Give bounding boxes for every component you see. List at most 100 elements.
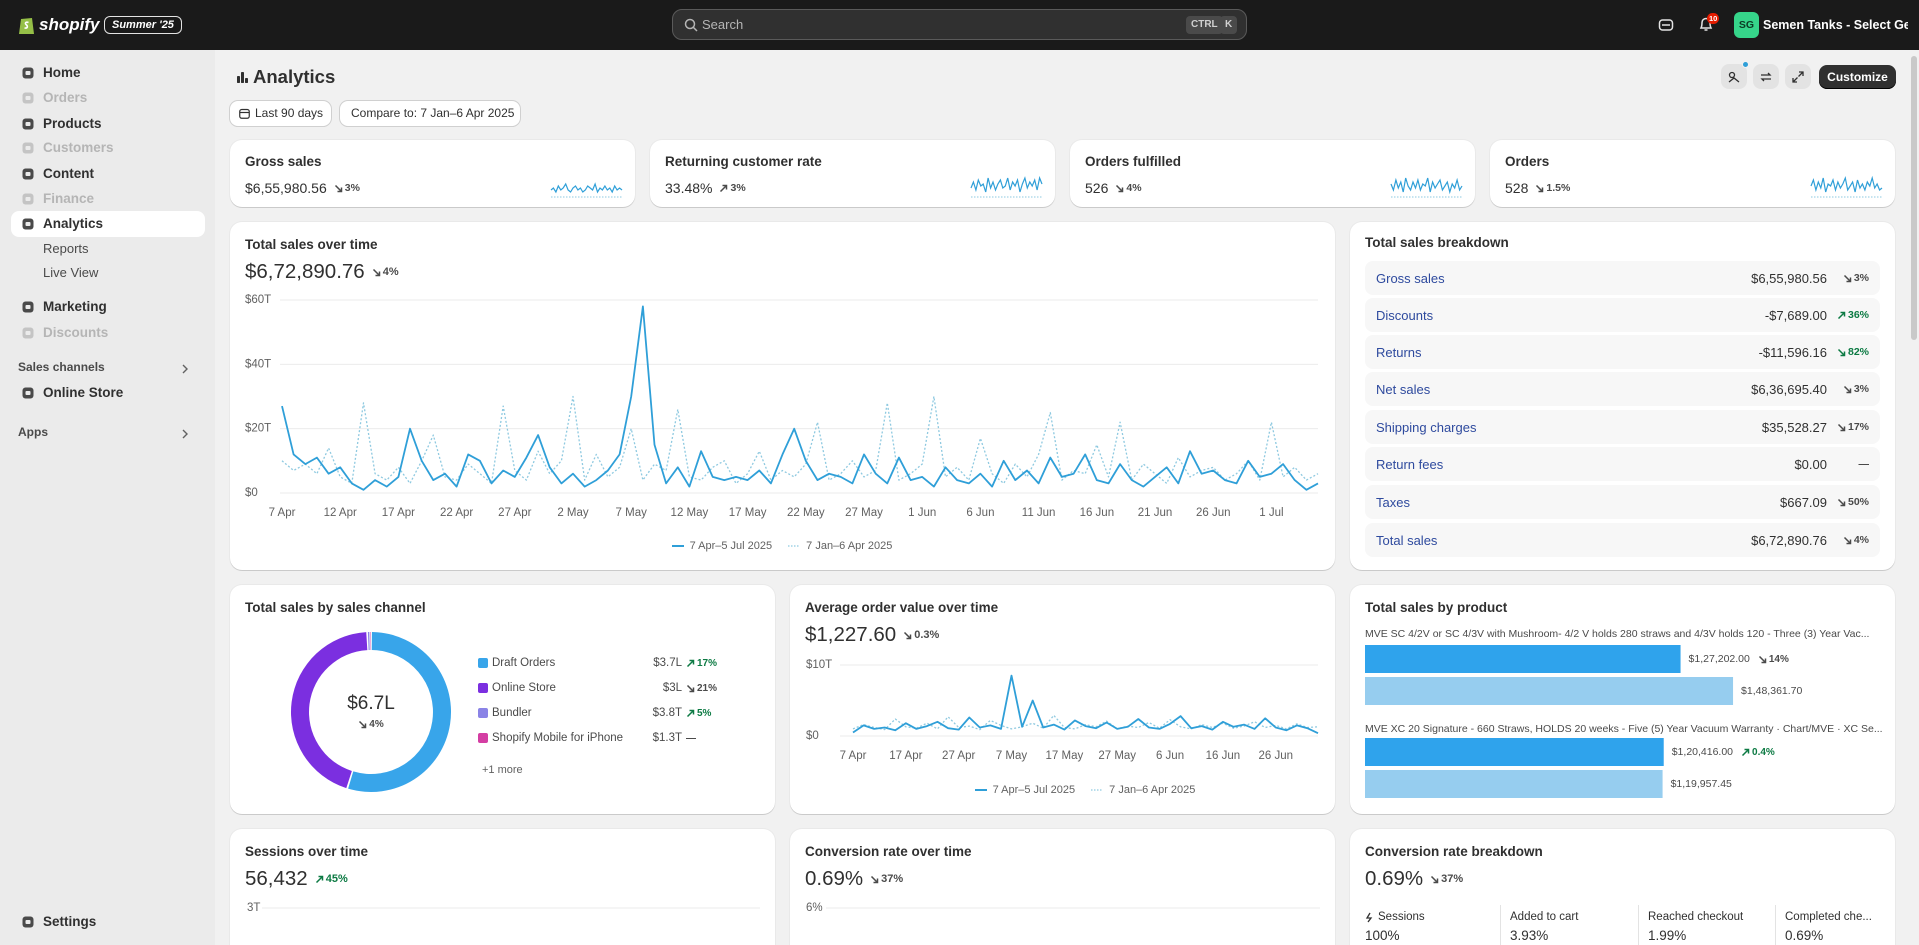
total-value: 0.69% <box>1365 867 1424 890</box>
breakdown-label[interactable]: Gross sales <box>1376 270 1445 286</box>
nav-item[interactable]: Analytics <box>43 216 104 231</box>
total-value: $1,227.60 <box>805 623 897 646</box>
nav-item[interactable]: Discounts <box>43 325 109 340</box>
nav-item[interactable]: Finance <box>43 191 95 206</box>
date-range-button[interactable]: Last 90 days <box>230 101 331 126</box>
nav-item[interactable]: Orders <box>43 90 88 105</box>
breakdown-label[interactable]: Total sales <box>1376 532 1438 548</box>
nav-section-title[interactable]: Sales channels <box>18 360 105 374</box>
card-title: Total sales breakdown <box>1365 235 1509 250</box>
trend-arrow <box>334 184 342 192</box>
delta-text: 36% <box>1847 309 1869 321</box>
breakdown-label[interactable]: Taxes <box>1376 494 1410 510</box>
trend-arrow <box>1116 184 1124 192</box>
delta-text: 5% <box>697 707 712 719</box>
breakdown-value: $35,528.27 <box>1761 419 1827 435</box>
nav-section-title[interactable]: Apps <box>18 425 48 439</box>
arrow <box>334 184 342 192</box>
breakdown-label[interactable]: Return fees <box>1376 456 1444 472</box>
step-value: 3.93% <box>1510 928 1549 943</box>
arrow <box>1837 498 1846 506</box>
nav-item[interactable]: Content <box>43 166 94 181</box>
customize-button[interactable]: Customize <box>1819 65 1896 89</box>
trend-arrow <box>871 875 879 883</box>
icon-button[interactable] <box>1721 64 1747 89</box>
step-value: 0.69% <box>1785 928 1824 943</box>
card-title: Orders fulfilled <box>1085 154 1182 169</box>
trend-arrow <box>686 709 695 717</box>
breakdown-label[interactable]: Shipping charges <box>1376 419 1477 435</box>
icon-button[interactable] <box>1753 64 1779 89</box>
total-value: 56,432 <box>245 867 308 890</box>
icon-button[interactable] <box>1785 64 1811 89</box>
nav-item[interactable]: Online Store <box>43 385 124 400</box>
nav-item[interactable]: Marketing <box>43 299 107 314</box>
scrollbar-thumb <box>1911 56 1917 340</box>
legend-row: Shopify Mobile for iPhone $1.3T — <box>478 729 718 747</box>
card-title: Total sales by product <box>1365 600 1508 615</box>
breakdown-label[interactable]: Net sales <box>1376 381 1431 397</box>
total-value: 526 <box>1085 180 1109 196</box>
trend-arrow <box>1837 423 1846 431</box>
breakdown-row: Net sales $6,36,695.40 3% <box>1365 372 1880 406</box>
trend-arrow <box>1837 311 1846 319</box>
legend-label: Online Store <box>492 682 556 694</box>
nav-sub-item[interactable]: Reports <box>43 241 89 256</box>
delta-text: 17% <box>1847 421 1869 433</box>
chevron-icon <box>182 429 188 439</box>
total-value: $6,55,980.56 <box>245 180 327 196</box>
analytics-icon <box>237 72 248 83</box>
arrow <box>1116 184 1124 192</box>
store-name[interactable]: Semen Tanks - Select Ge... <box>1763 18 1908 32</box>
legend-label: 7 Jan–6 Apr 2025 <box>806 540 893 552</box>
avatar[interactable]: SG <box>1734 12 1759 38</box>
calendar-icon <box>239 108 250 119</box>
delta: 17% <box>686 658 717 669</box>
delta: 4% <box>358 719 384 730</box>
nav-item[interactable]: Products <box>43 116 102 131</box>
card-total: 526 4% <box>1085 176 1142 200</box>
icon-cut <box>25 172 31 176</box>
delta: 82% <box>1837 346 1869 358</box>
nav-sub-item[interactable]: Live View <box>43 265 99 280</box>
legend-swatch <box>478 708 488 718</box>
nav-item[interactable]: Home <box>43 65 81 80</box>
breakdown-row: Taxes $667.09 50% <box>1365 485 1880 519</box>
icon-bar <box>245 78 248 83</box>
breakdown-row: Gross sales $6,55,980.56 3% <box>1365 261 1880 295</box>
trend-arrow <box>1843 385 1852 393</box>
bar-value: $1,48,361.70 <box>1741 682 1802 700</box>
bar-value-label: $1,27,202.00 <box>1688 653 1750 665</box>
trend-arrow <box>1843 274 1852 282</box>
compare-button[interactable]: Compare to: 7 Jan–6 Apr 2025 <box>340 101 520 126</box>
icon-cut <box>25 146 31 150</box>
delta: 3% <box>719 182 746 194</box>
breakdown-label[interactable]: Returns <box>1376 344 1422 360</box>
delta: — <box>1859 458 1870 470</box>
breakdown-label[interactable]: Discounts <box>1376 307 1434 323</box>
nav-item[interactable]: Customers <box>43 140 114 155</box>
trend-arrow <box>1431 875 1439 883</box>
legend-label: Draft Orders <box>492 657 556 669</box>
search-box[interactable]: Search CTRL K <box>672 9 1247 40</box>
more-link[interactable]: +1 more <box>482 764 523 776</box>
legend-delta-box: 5% <box>682 708 718 719</box>
legend-value: $1.3T <box>652 732 682 744</box>
shopify-logo <box>19 18 34 34</box>
card <box>230 829 775 945</box>
trend-arrow <box>1742 748 1750 756</box>
legend: 7 Apr–5 Jul 2025 7 Jan–6 Apr 2025 <box>482 537 1082 555</box>
nav-selected-bg <box>11 211 205 237</box>
delta: 21% <box>686 683 717 694</box>
arrow <box>1837 311 1846 319</box>
legend-value: $3.8T <box>652 707 682 719</box>
nav-item[interactable]: Settings <box>43 914 97 929</box>
delta: 50% <box>1837 496 1869 508</box>
nav-icon <box>22 193 34 205</box>
bar-value: $1,27,202.00 14% <box>1689 650 1789 668</box>
nav-icon <box>22 67 34 79</box>
page-title: Analytics <box>253 66 336 87</box>
card-title: Orders <box>1505 154 1550 169</box>
arrow <box>1843 274 1852 282</box>
breakdown-delta-box: 50% <box>1827 496 1869 508</box>
